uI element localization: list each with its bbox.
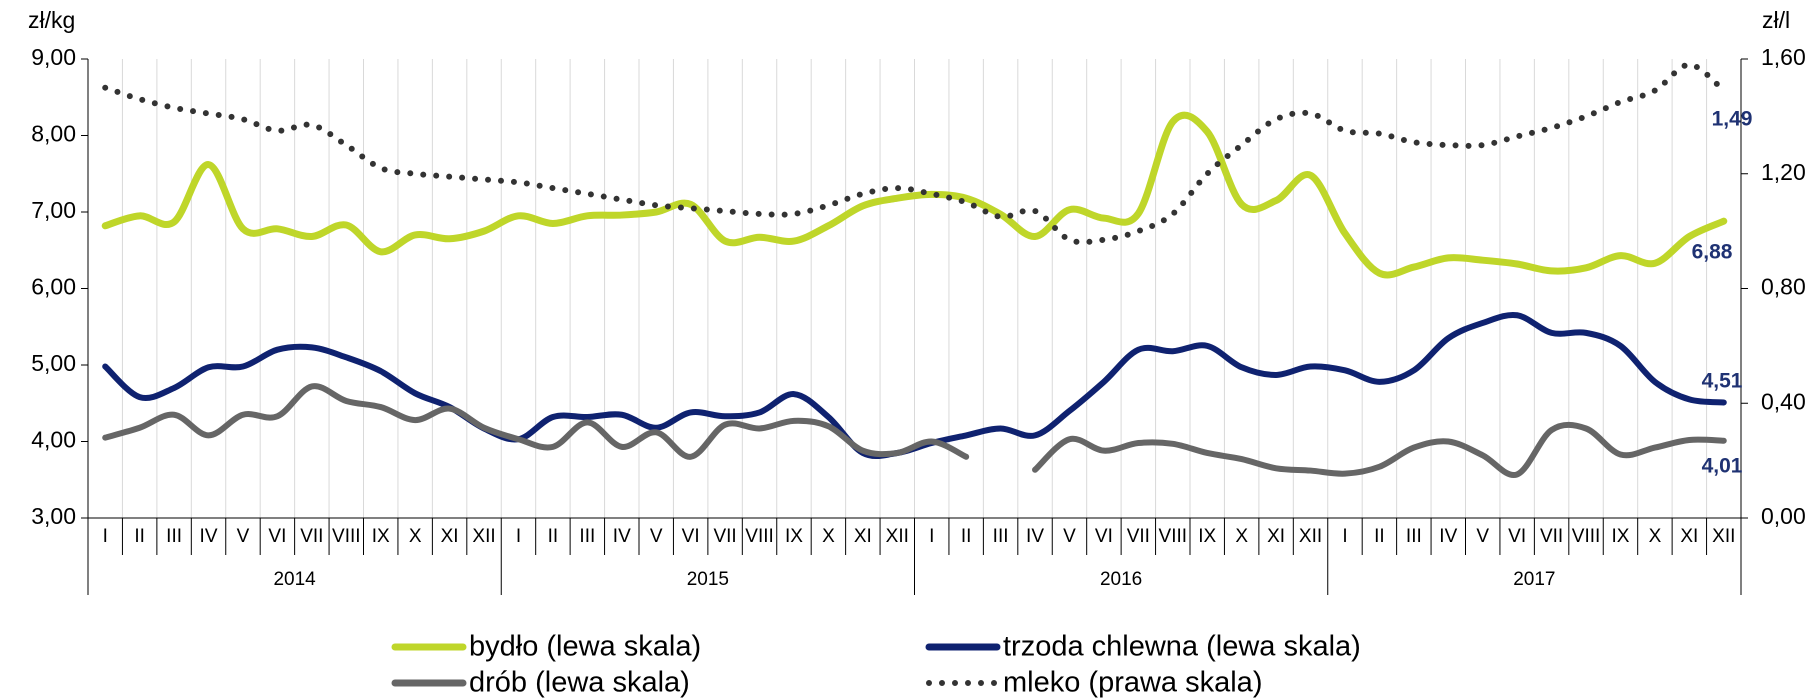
- x-tick-label: X: [409, 526, 422, 547]
- series-line: [1032, 421, 1727, 478]
- x-tick-label: VIII: [332, 526, 361, 547]
- x-tick-label: IV: [1026, 526, 1044, 547]
- x-tick-label: VII: [300, 526, 323, 547]
- x-tick-label: VI: [1095, 526, 1113, 547]
- x-tick-label: XI: [1680, 526, 1698, 547]
- y-tick-label: 3,00: [31, 503, 76, 529]
- legend-label: drób (lewa skala): [469, 667, 690, 699]
- x-tick-label: VIII: [1572, 526, 1601, 547]
- year-label: 2015: [687, 569, 729, 590]
- x-tick-label: XII: [1712, 526, 1735, 547]
- x-tick-label: XII: [886, 526, 909, 547]
- legend-label: mleko (prawa skala): [1003, 667, 1262, 699]
- x-tick-label: VI: [1508, 526, 1526, 547]
- x-tick-label: X: [822, 526, 835, 547]
- x-tick-label: VIII: [1159, 526, 1188, 547]
- x-tick-label: XII: [472, 526, 495, 547]
- y-tick-label: 7,00: [31, 197, 76, 223]
- x-tick-label: III: [166, 526, 182, 547]
- y2-tick-label: 1,60: [1761, 44, 1806, 70]
- x-tick-label: I: [929, 526, 934, 547]
- x-tick-label: VI: [682, 526, 700, 547]
- x-tick-label: I: [103, 526, 108, 547]
- x-tick-label: X: [1235, 526, 1248, 547]
- x-tick-label: XI: [441, 526, 459, 547]
- x-tick-label: II: [134, 526, 145, 547]
- x-tick-label: IX: [372, 526, 390, 547]
- x-tick-label: IV: [200, 526, 218, 547]
- x-tick-label: III: [1406, 526, 1422, 547]
- x-tick-label: III: [993, 526, 1009, 547]
- data-label: 1,49: [1712, 108, 1753, 131]
- y-tick-label: 8,00: [31, 121, 76, 147]
- data-label: 4,51: [1702, 370, 1743, 393]
- y2-tick-label: 0,80: [1761, 274, 1806, 300]
- x-tick-label: I: [516, 526, 521, 547]
- x-tick-label: XII: [1299, 526, 1322, 547]
- x-tick-label: XI: [1267, 526, 1285, 547]
- y-axis-label: zł/kg: [28, 7, 75, 33]
- x-tick-label: VII: [713, 526, 736, 547]
- x-tick-label: IV: [613, 526, 631, 547]
- legend-label: trzoda chlewna (lewa skala): [1003, 631, 1361, 663]
- y2-axis-label: zł/l: [1762, 7, 1790, 33]
- legend-label: bydło (lewa skala): [469, 631, 701, 663]
- x-tick-label: V: [1476, 526, 1489, 547]
- x-tick-label: VIII: [745, 526, 774, 547]
- y2-tick-label: 0,40: [1761, 388, 1806, 414]
- x-tick-label: I: [1342, 526, 1347, 547]
- x-tick-label: II: [548, 526, 559, 547]
- y2-tick-label: 0,00: [1761, 503, 1806, 529]
- year-label: 2014: [273, 569, 316, 590]
- x-tick-label: VII: [1540, 526, 1563, 547]
- y-tick-label: 5,00: [31, 350, 76, 376]
- x-tick-label: V: [1063, 526, 1076, 547]
- x-tick-label: II: [961, 526, 972, 547]
- year-label: 2017: [1513, 569, 1555, 590]
- x-tick-label: VI: [268, 526, 286, 547]
- y-tick-label: 4,00: [31, 427, 76, 453]
- x-tick-label: IV: [1439, 526, 1457, 547]
- series-line: [102, 383, 970, 460]
- data-label: 4,01: [1702, 455, 1743, 478]
- y-tick-label: 9,00: [31, 44, 76, 70]
- x-tick-label: VII: [1127, 526, 1150, 547]
- x-tick-label: II: [1374, 526, 1385, 547]
- y-tick-label: 6,00: [31, 274, 76, 300]
- x-tick-label: IX: [1611, 526, 1629, 547]
- x-tick-label: IX: [785, 526, 803, 547]
- x-tick-label: V: [237, 526, 250, 547]
- y2-tick-label: 1,20: [1761, 159, 1806, 185]
- x-tick-label: III: [579, 526, 595, 547]
- x-tick-label: XI: [854, 526, 872, 547]
- x-tick-label: V: [650, 526, 663, 547]
- data-label: 6,88: [1692, 241, 1733, 264]
- x-tick-label: IX: [1198, 526, 1216, 547]
- year-label: 2016: [1100, 569, 1142, 590]
- x-tick-label: X: [1649, 526, 1662, 547]
